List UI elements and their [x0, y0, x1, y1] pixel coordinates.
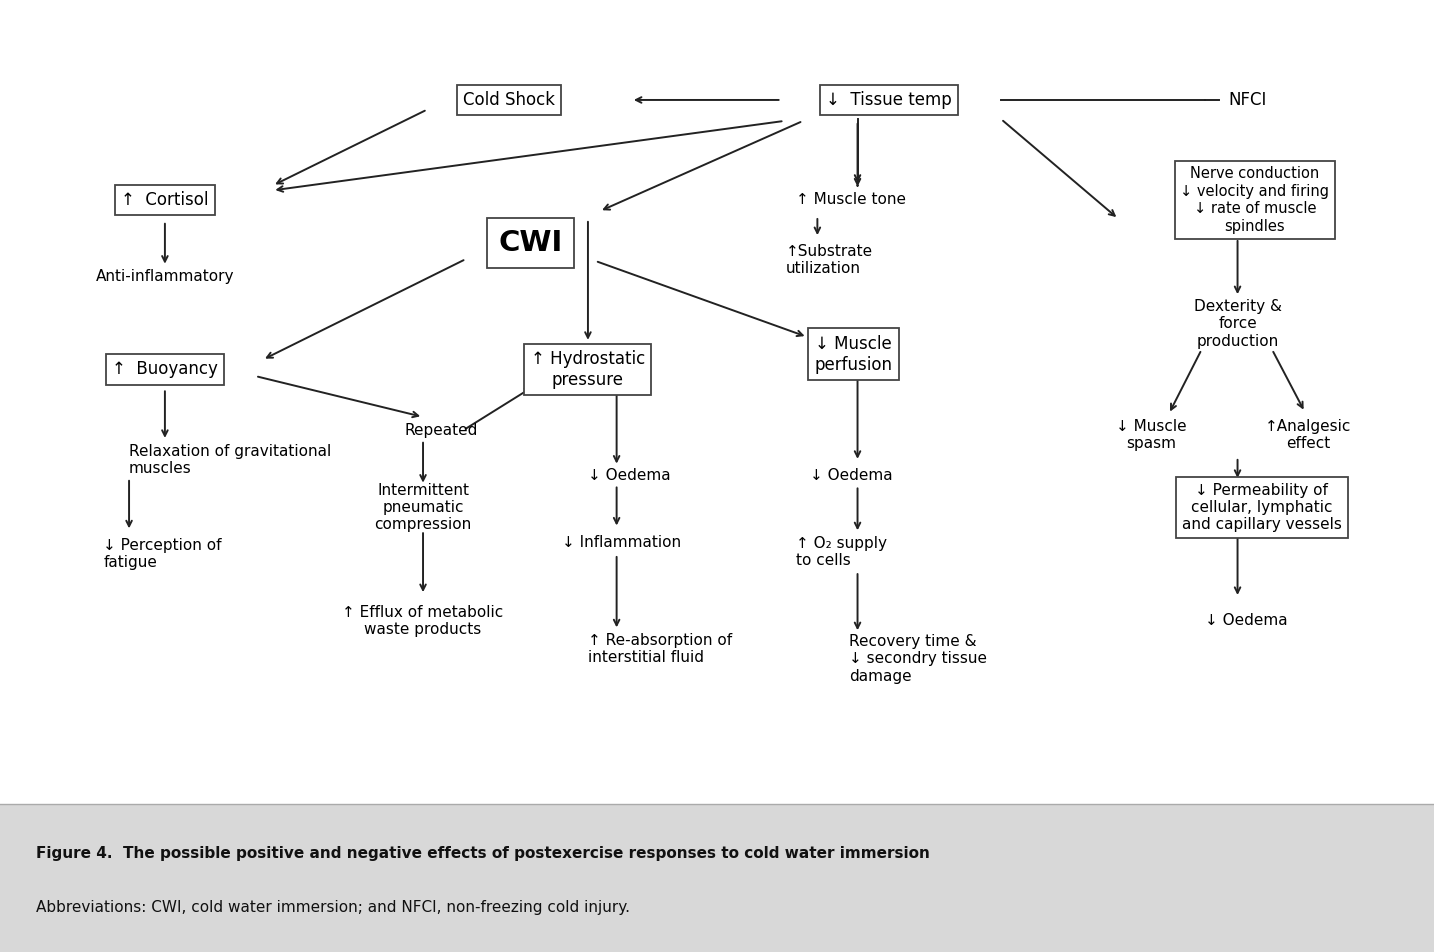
Text: Figure 4.  The possible positive and negative effects of postexercise responses : Figure 4. The possible positive and nega… [36, 845, 929, 861]
Text: Cold Shock: Cold Shock [463, 91, 555, 109]
Text: ↑  Cortisol: ↑ Cortisol [120, 191, 209, 208]
FancyBboxPatch shape [0, 804, 1434, 952]
Text: ↑ Re-absorption of
interstitial fluid: ↑ Re-absorption of interstitial fluid [588, 633, 733, 665]
Text: NFCI: NFCI [1229, 91, 1266, 109]
Text: ↑  Buoyancy: ↑ Buoyancy [112, 361, 218, 378]
Text: ↑ Efflux of metabolic
waste products: ↑ Efflux of metabolic waste products [343, 605, 503, 637]
Text: ↓ Perception of
fatigue: ↓ Perception of fatigue [103, 538, 222, 570]
Text: ↓  Tissue temp: ↓ Tissue temp [826, 91, 952, 109]
Text: Recovery time &
↓ secondry tissue
damage: Recovery time & ↓ secondry tissue damage [849, 634, 987, 684]
Text: ↑ Muscle tone: ↑ Muscle tone [796, 192, 906, 208]
Text: CWI: CWI [499, 228, 562, 257]
Text: Dexterity &
force
production: Dexterity & force production [1193, 299, 1282, 348]
Text: Abbreviations: CWI, cold water immersion; and NFCI, non-freezing cold injury.: Abbreviations: CWI, cold water immersion… [36, 901, 630, 915]
Text: Nerve conduction
↓ velocity and firing
↓ rate of muscle
spindles: Nerve conduction ↓ velocity and firing ↓… [1180, 167, 1329, 233]
Text: ↓ Oedema: ↓ Oedema [810, 468, 893, 484]
Text: ↑Substrate
utilization: ↑Substrate utilization [786, 244, 873, 276]
Text: Anti-inflammatory: Anti-inflammatory [96, 268, 234, 284]
Text: ↓ Inflammation: ↓ Inflammation [562, 535, 681, 550]
Text: ↓ Oedema: ↓ Oedema [1205, 613, 1288, 628]
Text: Repeated: Repeated [404, 423, 479, 438]
Text: Relaxation of gravitational
muscles: Relaxation of gravitational muscles [129, 444, 331, 476]
Text: Intermittent
pneumatic
compression: Intermittent pneumatic compression [374, 483, 472, 532]
Text: ↓ Oedema: ↓ Oedema [588, 468, 671, 484]
Text: ↓ Muscle
perfusion: ↓ Muscle perfusion [815, 335, 892, 373]
Text: ↑ O₂ supply
to cells: ↑ O₂ supply to cells [796, 536, 886, 568]
Text: ↓ Permeability of
cellular, lymphatic
and capillary vessels: ↓ Permeability of cellular, lymphatic an… [1182, 483, 1342, 532]
Text: ↑Analgesic
effect: ↑Analgesic effect [1265, 419, 1351, 451]
Text: ↑ Hydrostatic
pressure: ↑ Hydrostatic pressure [531, 350, 645, 388]
Text: ↓ Muscle
spasm: ↓ Muscle spasm [1116, 419, 1187, 451]
